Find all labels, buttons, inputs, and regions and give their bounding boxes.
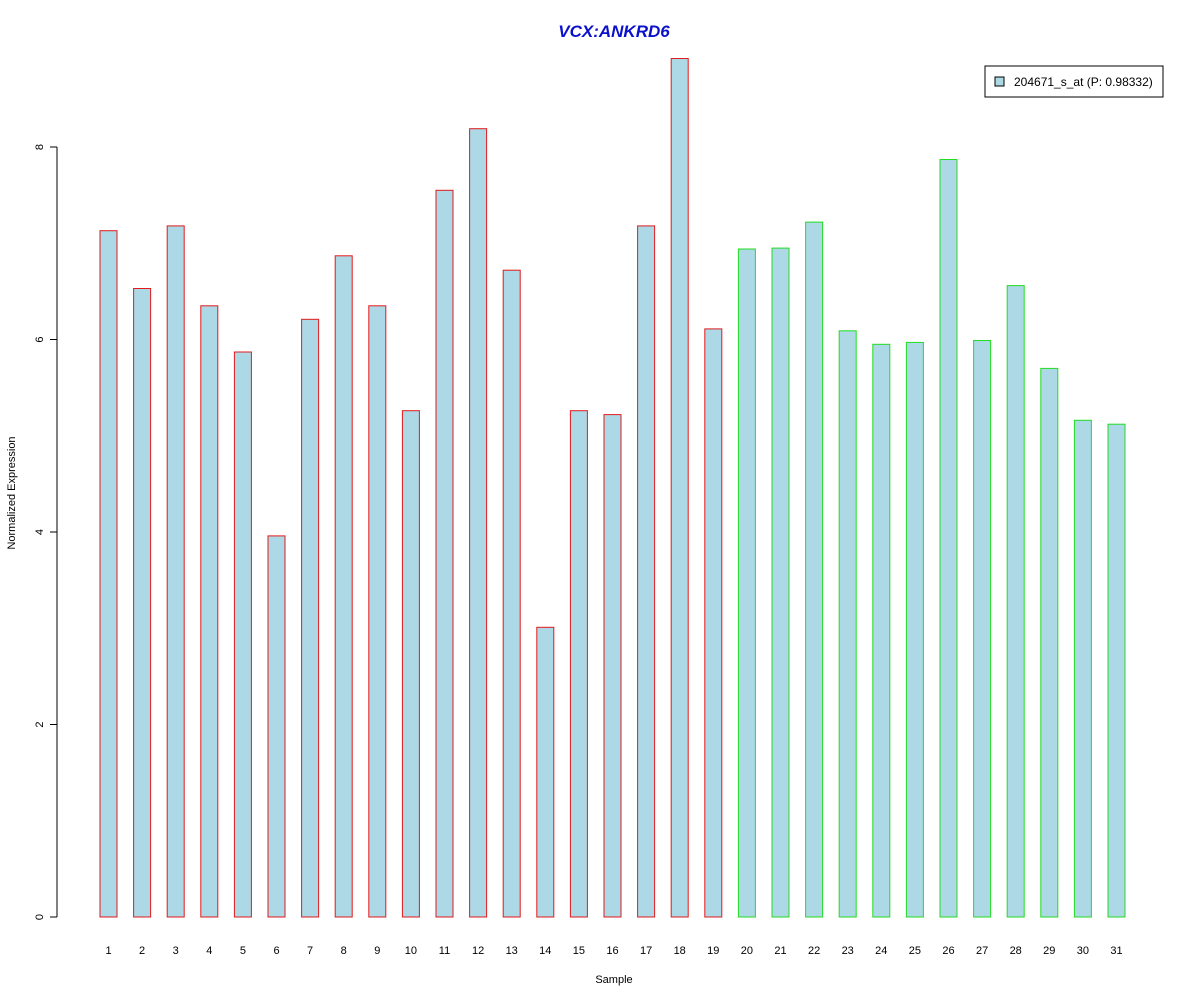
bar — [469, 128, 488, 918]
bar — [99, 230, 118, 918]
y-tick-label: 0 — [34, 914, 46, 920]
x-tick-label: 3 — [173, 945, 179, 957]
y-tick-label: 4 — [34, 529, 46, 535]
bar — [368, 305, 387, 918]
bar — [1073, 419, 1092, 918]
x-tick-label: 31 — [1110, 945, 1122, 957]
x-tick-label: 25 — [909, 945, 921, 957]
bar — [637, 225, 656, 918]
x-tick-label: 19 — [707, 945, 719, 957]
bar — [973, 340, 992, 918]
x-tick-label: 23 — [842, 945, 854, 957]
legend-box — [984, 65, 1164, 98]
y-axis: 0 2 4 6 8 — [34, 144, 58, 920]
bar — [670, 58, 689, 918]
x-tick-label: 6 — [273, 945, 279, 957]
bar — [1040, 367, 1059, 918]
x-tick-label: 11 — [439, 945, 450, 957]
bars — [99, 58, 1126, 918]
legend: 204671_s_at (P: 0.98332) — [984, 65, 1164, 98]
x-tick-label: 27 — [976, 945, 988, 957]
x-tick-label: 18 — [674, 945, 686, 957]
x-tick-label: 16 — [606, 945, 618, 957]
x-tick-label: 28 — [1010, 945, 1022, 957]
x-tick-label: 7 — [307, 945, 313, 957]
bar — [133, 288, 152, 918]
bar — [838, 330, 857, 918]
x-tick-label: 10 — [405, 945, 417, 957]
bar — [301, 318, 320, 918]
bar — [771, 247, 790, 918]
bar — [872, 343, 891, 918]
bar — [233, 351, 252, 918]
x-tick-label: 30 — [1077, 945, 1089, 957]
x-tick-label: 24 — [875, 945, 887, 957]
bar — [704, 328, 723, 918]
x-tick-label: 22 — [808, 945, 820, 957]
x-tick-label: 4 — [206, 945, 212, 957]
bar — [603, 414, 622, 918]
x-tick-label: 9 — [374, 945, 380, 957]
x-tick-label: 21 — [774, 945, 786, 957]
y-tick-label: 8 — [34, 144, 46, 150]
bar — [502, 269, 521, 918]
bar — [435, 189, 454, 918]
chart-title: VCX:ANKRD6 — [558, 22, 670, 41]
bar — [737, 248, 756, 918]
x-tick-label: 13 — [506, 945, 518, 957]
x-tick-labels: 1 2 3 4 5 6 7 8 9 10 11 12 13 14 15 16 17 18 19 20 21 22 23 24 2… — [105, 945, 1122, 957]
legend-swatch — [994, 76, 1005, 87]
x-tick-label: 14 — [539, 945, 551, 957]
bar — [1006, 285, 1025, 918]
x-tick-label: 12 — [472, 945, 484, 957]
x-tick-label: 15 — [573, 945, 585, 957]
bar — [805, 221, 824, 918]
x-tick-label: 17 — [640, 945, 652, 957]
bar — [536, 626, 555, 918]
y-tick-label: 2 — [34, 721, 46, 727]
bar — [267, 535, 286, 918]
y-axis-label: Normalized Expression — [6, 436, 18, 549]
x-tick-label: 2 — [139, 945, 145, 957]
x-tick-label: 1 — [105, 945, 111, 957]
x-tick-label: 26 — [942, 945, 954, 957]
x-tick-label: 20 — [741, 945, 753, 957]
x-tick-label: 5 — [240, 945, 246, 957]
bar — [1107, 423, 1126, 918]
bar — [401, 410, 420, 918]
x-tick-label: 8 — [341, 945, 347, 957]
bar — [200, 305, 219, 918]
bar — [569, 410, 588, 918]
bar — [905, 341, 924, 918]
bar — [334, 255, 353, 918]
x-axis-label: Sample — [595, 974, 632, 986]
bar — [166, 225, 185, 918]
legend-label: 204671_s_at (P: 0.98332) — [1014, 75, 1153, 89]
y-tick-label: 6 — [34, 336, 46, 342]
x-tick-label: 29 — [1043, 945, 1055, 957]
bar — [939, 159, 958, 918]
